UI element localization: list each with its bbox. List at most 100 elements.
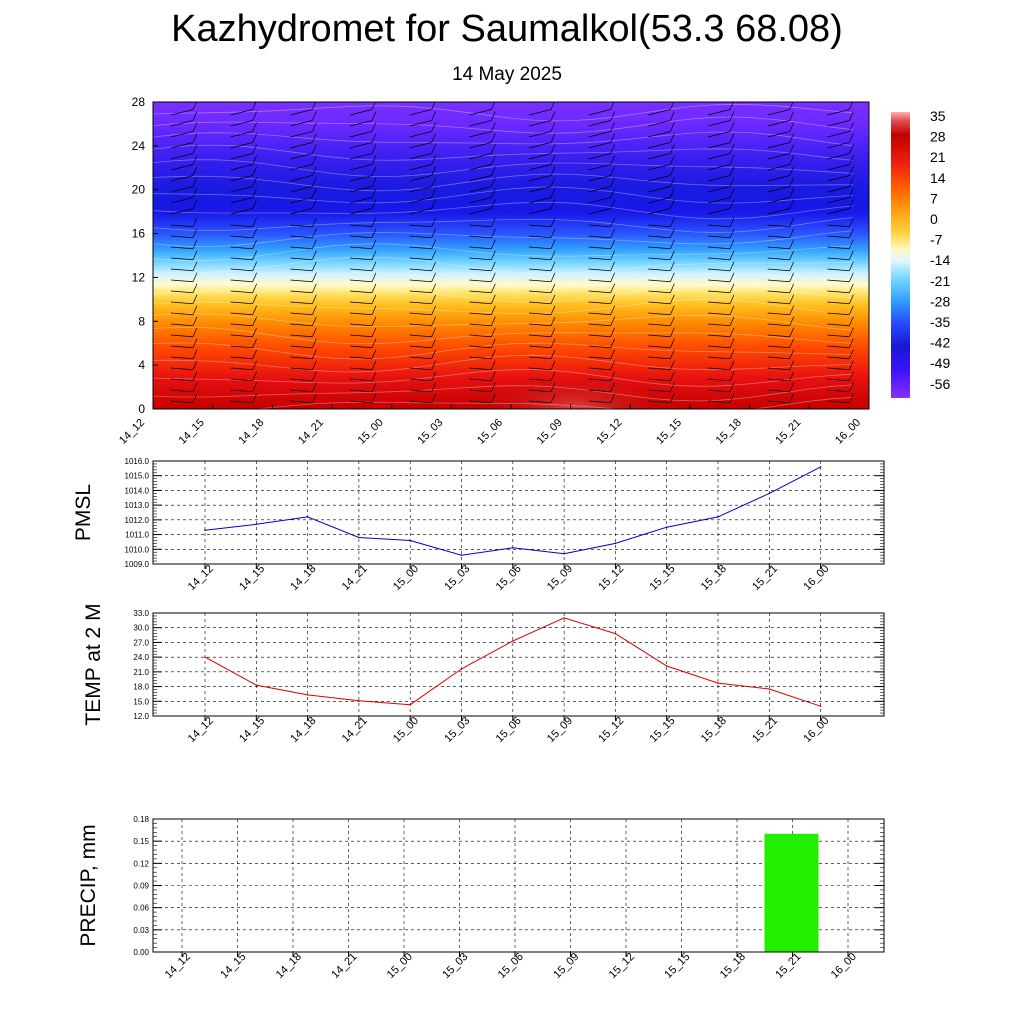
wind-barb-feather bbox=[610, 217, 615, 227]
series-point bbox=[563, 552, 565, 555]
wind-barb-feather bbox=[729, 327, 735, 337]
y-tick-label: 0.15 bbox=[133, 837, 149, 846]
wind-barb-feather bbox=[550, 349, 556, 359]
y-axis-label: TEMP at 2 M bbox=[82, 603, 105, 725]
wind-barb-feather bbox=[491, 144, 496, 154]
wind-barb-shaft bbox=[648, 378, 671, 382]
colorbar: 35 28 21 14 7 0 -7 -14 -21 -28 -35 -42 -49 -56 bbox=[891, 108, 950, 398]
wind-barb-feather bbox=[550, 327, 556, 337]
wind-barb-shaft bbox=[588, 186, 611, 193]
series-point bbox=[358, 699, 360, 702]
wind-barb-feather bbox=[849, 294, 854, 304]
wind-barb-shaft bbox=[827, 186, 850, 193]
wind-barb-feather bbox=[431, 166, 436, 176]
wind-barb-feather bbox=[371, 188, 377, 198]
heatmap-x-tick-label: 14_18 bbox=[236, 417, 266, 447]
panel-frame bbox=[152, 460, 885, 565]
x-tick-label: 14_12 bbox=[186, 715, 216, 745]
contour-line bbox=[153, 354, 854, 373]
wind-barb-feather bbox=[729, 239, 735, 249]
colorbar-labels: 35 28 21 14 7 0 -7 -14 -21 -28 -35 -42 -49 -56 bbox=[930, 108, 950, 392]
series-point bbox=[819, 705, 822, 707]
contour-line bbox=[153, 217, 854, 233]
wind-barb-shaft bbox=[707, 208, 731, 215]
x-tick-label: 15_09 bbox=[545, 715, 575, 745]
wind-barb-shaft bbox=[707, 109, 731, 116]
wind-barb-shaft bbox=[767, 224, 790, 228]
wind-barb-shaft bbox=[528, 164, 552, 171]
wind-barb-feather bbox=[491, 305, 496, 315]
wind-barb-shaft bbox=[349, 142, 373, 149]
wind-barb-feather bbox=[729, 155, 735, 165]
wind-barb-feather bbox=[252, 155, 257, 165]
x-tick-label: 15_15 bbox=[662, 951, 692, 981]
wind-barb-shaft bbox=[648, 356, 671, 360]
y-tick-label: 0.09 bbox=[133, 882, 149, 891]
heatmap-y-tick-label: 24 bbox=[132, 139, 146, 153]
wind-barb-shaft bbox=[827, 175, 850, 182]
wind-barb-feather bbox=[789, 327, 794, 337]
wind-barb-shaft bbox=[170, 131, 194, 138]
wind-barb-feather bbox=[431, 155, 436, 165]
wind-barb-shaft bbox=[349, 131, 373, 138]
wind-barb-shaft bbox=[588, 367, 611, 371]
wind-barb-shaft bbox=[588, 356, 611, 360]
wind-barb-shaft bbox=[648, 290, 671, 294]
wind-barb-shaft bbox=[230, 312, 253, 316]
wind-barb-feather bbox=[729, 228, 735, 238]
wind-barb-feather bbox=[729, 338, 735, 348]
series-point bbox=[204, 529, 206, 531]
wind-barb-feather bbox=[491, 239, 496, 249]
wind-barb-shaft bbox=[528, 345, 552, 349]
wind-barb-shaft bbox=[528, 153, 552, 160]
wind-barb-feather bbox=[550, 188, 556, 198]
wind-barb-feather bbox=[550, 228, 556, 238]
heatmap-y-tick-label: 20 bbox=[132, 183, 146, 197]
wind-barb-feather bbox=[192, 177, 198, 187]
heatmap-x-tick-label: 15_06 bbox=[475, 417, 505, 447]
chart-title: Kazhydromet for Saumalkol(53.3 68.08) bbox=[171, 8, 843, 50]
contour-line bbox=[153, 384, 854, 402]
wind-barb-feather bbox=[371, 144, 377, 154]
wind-barb-shaft bbox=[230, 224, 253, 228]
wind-barb-feather bbox=[192, 393, 198, 403]
wind-barb-shaft bbox=[528, 389, 552, 393]
wind-barb-feather bbox=[371, 283, 377, 293]
wind-barb-shaft bbox=[707, 345, 731, 349]
contour-line bbox=[153, 116, 854, 134]
wind-barb-feather bbox=[431, 349, 436, 359]
contour-line bbox=[153, 144, 854, 161]
series-point bbox=[204, 656, 206, 658]
y-tick-label: 1016.0 bbox=[125, 457, 150, 466]
colorbar-label: -42 bbox=[930, 335, 950, 351]
wind-barb-shaft bbox=[588, 224, 611, 228]
wind-barb-feather bbox=[371, 327, 377, 337]
wind-barb-shaft bbox=[409, 224, 432, 228]
wind-barb-feather bbox=[252, 188, 257, 198]
wind-barb-shaft bbox=[588, 120, 611, 127]
wind-barb-feather bbox=[849, 199, 854, 209]
wind-barb-shaft bbox=[767, 109, 790, 116]
wind-barb-shaft bbox=[528, 356, 552, 360]
wind-barb-feather bbox=[849, 393, 854, 403]
wind-barb-shaft bbox=[290, 164, 313, 171]
heatmap-x-tick-label: 15_12 bbox=[594, 417, 624, 447]
x-tick-label: 15_03 bbox=[442, 715, 472, 745]
contour-line bbox=[153, 230, 854, 247]
series-point bbox=[717, 682, 719, 684]
wind-barb-shaft bbox=[230, 334, 253, 338]
wind-barb-feather bbox=[312, 261, 317, 271]
wind-barb-feather bbox=[431, 327, 436, 337]
wind-barb-shaft bbox=[588, 208, 611, 215]
wind-barb-feather bbox=[252, 327, 257, 337]
wind-barb-feather bbox=[192, 122, 198, 132]
wind-barb-shaft bbox=[767, 378, 790, 382]
wind-barb-shaft bbox=[528, 268, 552, 272]
wind-barb-shaft bbox=[767, 334, 790, 338]
wind-barb-feather bbox=[431, 360, 436, 370]
heatmap-x-tick-label: 15_18 bbox=[714, 417, 744, 447]
series-point bbox=[614, 632, 617, 635]
wind-barb-shaft bbox=[767, 235, 790, 239]
wind-barb-shaft bbox=[409, 290, 432, 294]
wind-barb-shaft bbox=[409, 378, 432, 382]
